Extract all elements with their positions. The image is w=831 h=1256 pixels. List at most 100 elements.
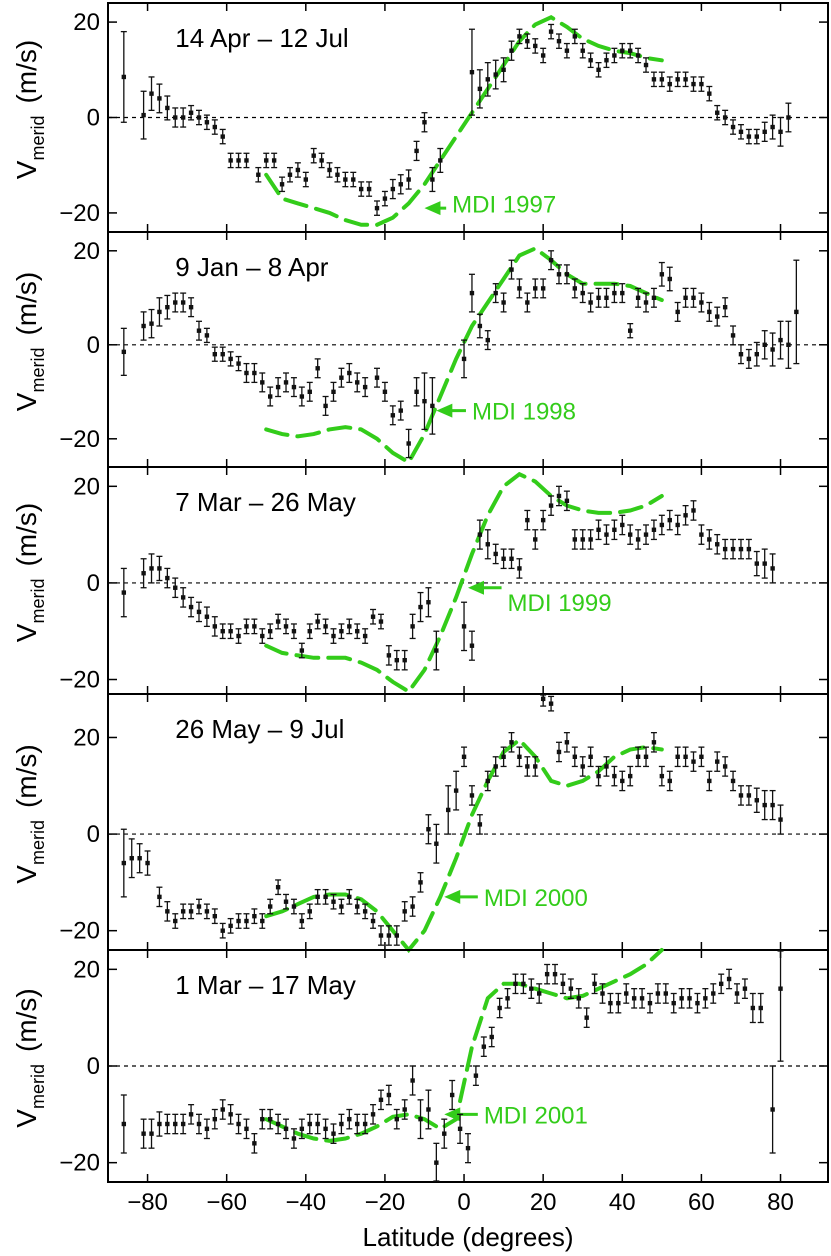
data-marker <box>461 624 467 629</box>
data-marker <box>228 923 233 929</box>
data-marker <box>580 48 585 53</box>
data-marker <box>347 370 352 376</box>
data-point <box>219 1099 226 1120</box>
data-point <box>188 903 195 920</box>
data-point <box>635 47 642 64</box>
data-marker <box>671 1000 676 1006</box>
data-point <box>793 259 800 365</box>
data-point <box>370 608 377 625</box>
data-point <box>761 121 768 143</box>
data-marker <box>627 773 633 779</box>
data-marker <box>525 300 530 305</box>
data-point <box>120 1094 127 1154</box>
data-point <box>259 372 266 393</box>
data-point <box>413 140 420 162</box>
data-marker <box>564 740 570 745</box>
data-point <box>753 787 760 813</box>
data-marker <box>521 981 526 987</box>
y-axis-label-unit: (m/s) <box>11 503 42 567</box>
data-point <box>227 152 234 169</box>
data-point <box>314 358 321 379</box>
data-marker <box>244 370 249 376</box>
data-point <box>603 287 610 308</box>
data-marker <box>754 134 759 139</box>
data-marker <box>683 77 688 82</box>
data-marker <box>145 860 150 866</box>
data-point <box>275 613 282 630</box>
data-marker <box>627 532 633 537</box>
y-tick-label: 20 <box>73 9 100 36</box>
data-point <box>777 116 784 147</box>
data-point <box>619 42 626 59</box>
data-point <box>279 176 286 193</box>
data-point <box>433 823 440 864</box>
data-point <box>338 367 345 388</box>
data-point <box>730 770 737 792</box>
data-marker <box>469 793 475 798</box>
data-marker <box>398 408 403 413</box>
y-axis-label-subscript: merid <box>28 820 48 865</box>
data-marker <box>715 314 720 319</box>
data-marker <box>434 1160 439 1165</box>
data-point <box>393 925 400 946</box>
data-point <box>377 613 384 630</box>
data-marker <box>378 619 384 624</box>
data-point <box>548 250 555 271</box>
panel-title: 9 Jan – 8 Apr <box>175 252 329 282</box>
data-point <box>310 147 317 164</box>
data-marker <box>738 793 744 798</box>
data-marker <box>204 614 210 619</box>
data-point <box>492 283 499 304</box>
data-marker <box>624 991 629 996</box>
data-marker <box>608 1000 613 1006</box>
data-marker <box>679 996 684 1001</box>
data-marker <box>378 933 384 938</box>
data-marker <box>762 342 767 347</box>
data-marker <box>517 754 522 759</box>
data-point <box>516 28 523 45</box>
data-marker <box>726 976 732 982</box>
data-marker <box>149 566 154 571</box>
data-point <box>140 311 147 341</box>
data-marker <box>323 624 328 629</box>
data-point <box>298 913 305 929</box>
data-point <box>211 616 218 637</box>
data-point <box>492 756 499 777</box>
data-marker <box>141 571 146 576</box>
data-marker <box>362 384 368 390</box>
data-point <box>180 107 187 128</box>
data-point <box>496 997 503 1019</box>
data-marker <box>220 629 225 634</box>
data-marker <box>707 309 712 315</box>
data-marker <box>386 933 392 938</box>
data-point <box>504 988 511 1009</box>
data-point <box>532 756 539 777</box>
data-point <box>563 264 570 285</box>
data-marker <box>695 1000 700 1006</box>
data-point <box>540 47 547 64</box>
data-marker <box>651 527 657 532</box>
x-tick-label: 40 <box>609 1189 636 1216</box>
data-marker <box>588 300 593 305</box>
y-axis-label-symbol: V <box>11 1109 42 1128</box>
data-marker <box>659 522 665 528</box>
data-marker <box>394 657 399 663</box>
data-point <box>409 613 416 640</box>
data-marker <box>596 67 601 72</box>
data-point <box>737 785 744 806</box>
data-point <box>623 983 630 1004</box>
data-marker <box>517 286 522 291</box>
data-point <box>650 287 657 308</box>
data-point <box>579 756 586 777</box>
data-marker <box>180 1121 186 1127</box>
data-marker <box>580 290 585 296</box>
data-marker <box>351 177 356 182</box>
data-point <box>203 114 210 131</box>
data-marker <box>703 996 708 1001</box>
y-tick-label: 20 <box>73 724 100 751</box>
data-marker <box>651 295 657 300</box>
data-marker <box>264 158 269 163</box>
data-point <box>203 327 210 344</box>
data-point <box>413 377 420 407</box>
data-marker <box>390 186 396 192</box>
